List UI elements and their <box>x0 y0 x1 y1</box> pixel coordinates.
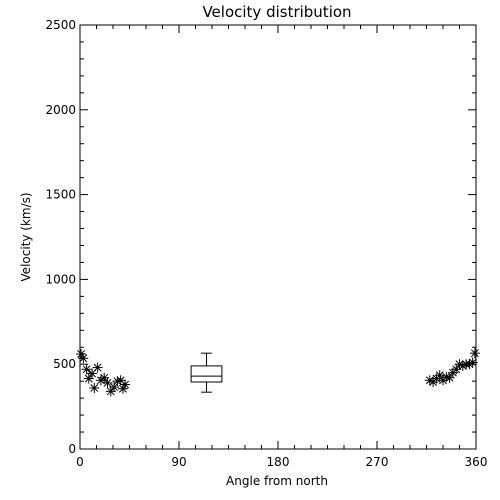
data-point <box>434 370 445 381</box>
y-axis-label: Velocity (km/s) <box>19 192 33 281</box>
data-point <box>99 372 110 383</box>
y-tick-label: 500 <box>53 357 76 371</box>
y-axis: 0 500 1000 1500 2000 2500 <box>45 18 476 456</box>
data-point <box>78 353 89 364</box>
data-point <box>92 362 103 373</box>
box-iqr <box>190 365 223 383</box>
x-tick-label: 0 <box>76 455 84 469</box>
data-point <box>120 379 131 390</box>
y-tick-label: 1500 <box>45 188 76 202</box>
data-point <box>89 382 100 393</box>
y-tick-label: 1000 <box>45 272 76 286</box>
data-point <box>83 373 94 384</box>
x-tick-label: 270 <box>366 455 389 469</box>
x-axis-label: Angle from north <box>226 474 328 488</box>
y-tick-label: 2500 <box>45 18 76 32</box>
data-point <box>469 348 480 359</box>
data-point <box>87 368 98 379</box>
data-point <box>467 357 478 368</box>
x-tick-label: 90 <box>171 455 186 469</box>
x-tick-label: 360 <box>465 455 488 469</box>
data-point <box>102 377 113 388</box>
data-point <box>81 364 92 375</box>
boxplot <box>190 352 223 393</box>
data-points <box>76 348 480 397</box>
data-point <box>451 364 462 375</box>
y-tick-label: 0 <box>68 442 76 456</box>
data-point <box>444 372 455 383</box>
x-axis: 0 90 180 270 360 <box>76 25 487 469</box>
y-tick-label: 2000 <box>45 103 76 117</box>
chart-title: Velocity distribution <box>202 3 351 21</box>
plot-frame <box>79 24 477 450</box>
x-tick-label: 180 <box>267 455 290 469</box>
